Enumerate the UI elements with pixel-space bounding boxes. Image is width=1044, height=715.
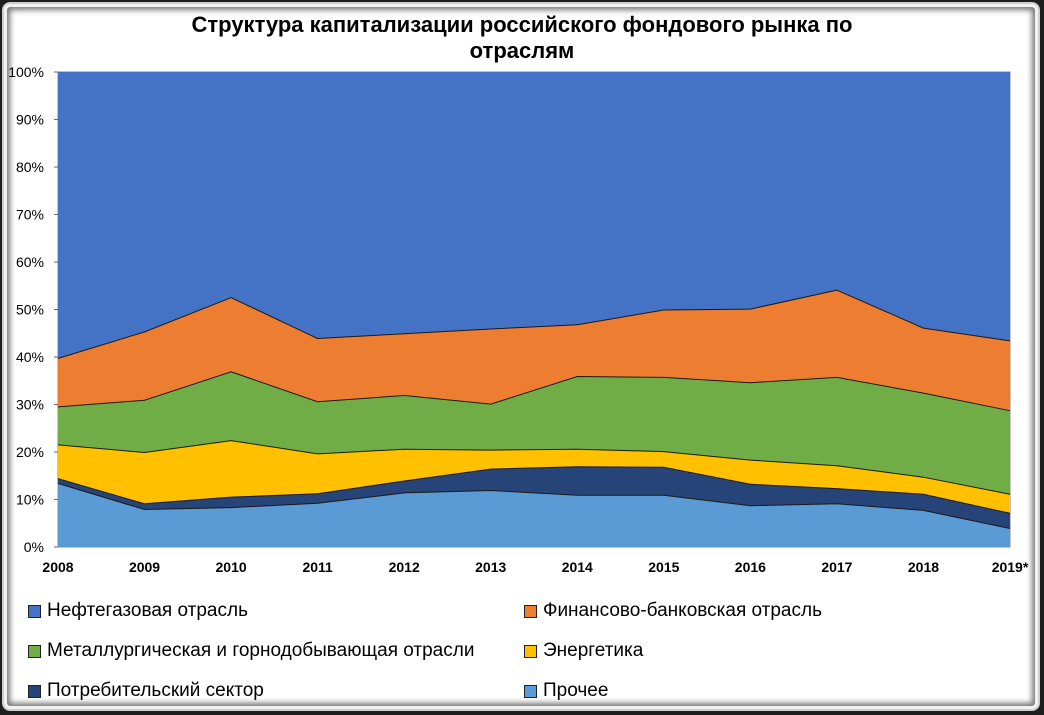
x-tick-label: 2012 <box>389 559 420 575</box>
area-series-1 <box>58 466 1010 528</box>
legend-item: Нефтегазовая отрасль <box>28 600 248 622</box>
legend-label: Энергетика <box>543 640 644 661</box>
area-series-2 <box>58 440 1010 513</box>
x-tick-label: 2015 <box>648 559 679 575</box>
x-tick-label: 2016 <box>735 559 766 575</box>
area-series-5 <box>58 72 1010 358</box>
legend-swatch <box>28 644 41 658</box>
legend-item: Прочее <box>524 680 608 702</box>
y-tick-label: 20% <box>16 444 44 460</box>
x-tick-label: 2013 <box>475 559 506 575</box>
x-tick-label: 2019* <box>992 559 1029 575</box>
legend-swatch <box>524 644 537 658</box>
legend-item: Металлургическая и горнодобывающая отрас… <box>28 640 474 662</box>
x-tick-label: 2009 <box>129 559 160 575</box>
legend-swatch <box>28 684 41 698</box>
legend-label: Прочее <box>543 680 609 701</box>
y-tick-label: 90% <box>16 112 44 128</box>
chart-legend: Нефтегазовая отрасль Финансово-банковская… <box>28 600 1028 710</box>
area-series-4 <box>58 289 1010 411</box>
chart-title-text: Структура капитализации российского фонд… <box>191 12 853 63</box>
legend-item: Энергетика <box>524 640 643 662</box>
x-tick-label: 2011 <box>302 559 333 575</box>
y-tick-label: 80% <box>16 159 44 175</box>
y-tick-label: 50% <box>16 302 44 318</box>
legend-item: Потребительский сектор <box>28 680 264 702</box>
x-tick-label: 2018 <box>908 559 939 575</box>
x-tick-label: 2008 <box>42 559 73 575</box>
legend-swatch <box>524 684 537 698</box>
x-tick-label: 2017 <box>821 559 852 575</box>
legend-label: Металлургическая и горнодобывающая отрас… <box>47 640 475 661</box>
x-tick-label: 2010 <box>216 559 247 575</box>
x-tick-label: 2014 <box>562 559 593 575</box>
y-tick-label: 70% <box>16 207 44 223</box>
chart-title: Структура капитализации российского фонд… <box>0 12 1044 64</box>
legend-label: Нефтегазовая отрасль <box>47 600 248 621</box>
area-series-3 <box>58 371 1010 494</box>
y-tick-label: 30% <box>16 397 44 413</box>
legend-label: Финансово-банковская отрасль <box>543 600 822 621</box>
y-tick-label: 0% <box>24 539 44 555</box>
legend-swatch <box>524 604 537 618</box>
legend-swatch <box>28 604 41 618</box>
y-tick-label: 40% <box>16 349 44 365</box>
legend-item: Финансово-банковская отрасль <box>524 600 822 622</box>
y-tick-label: 100% <box>8 64 44 80</box>
y-tick-label: 10% <box>16 492 44 508</box>
stacked-area-chart: 0% 10% 20% 30% 40% 50% 60% 70% 80% 90% 100% 2008 200… <box>8 64 1029 575</box>
y-tick-label: 60% <box>16 254 44 270</box>
legend-label: Потребительский сектор <box>47 680 264 701</box>
area-series-0 <box>58 482 1010 547</box>
